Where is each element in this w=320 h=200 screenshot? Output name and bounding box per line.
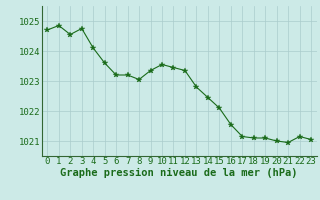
X-axis label: Graphe pression niveau de la mer (hPa): Graphe pression niveau de la mer (hPa) [60, 168, 298, 178]
